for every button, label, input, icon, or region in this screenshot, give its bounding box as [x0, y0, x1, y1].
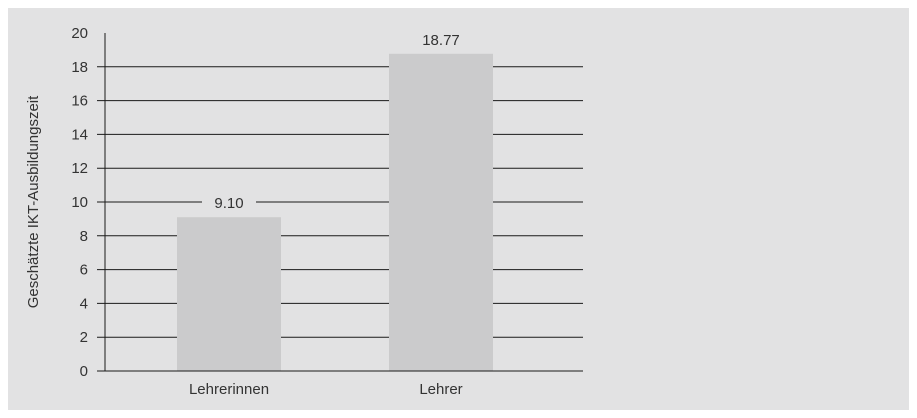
bars	[177, 53, 493, 372]
y-axis-title: Geschätzte IKT-Ausbildungszeit	[25, 95, 42, 308]
x-tick-label-lehrerinnen: Lehrerinnen	[189, 381, 269, 398]
y-tick-label-6: 6	[80, 262, 88, 279]
data-label-lehrerinnen: 9.10	[214, 195, 243, 212]
y-tick-label-8: 8	[80, 228, 88, 245]
axes: 0 2 4 6 8 10 12 14 16 18 20 Lehrerinnen Lehrer	[71, 25, 583, 398]
y-tick-label-20: 20	[71, 25, 88, 42]
data-labels: 9.10 18.77	[202, 28, 468, 213]
y-tick-label-16: 16	[71, 93, 88, 110]
y-tick-label-14: 14	[71, 126, 88, 143]
gridlines	[97, 66, 583, 338]
y-tick-label-2: 2	[80, 329, 88, 346]
y-tick-label-10: 10	[71, 194, 88, 211]
data-label-lehrer: 18.77	[422, 32, 460, 49]
bar-lehrer	[389, 53, 493, 372]
y-tick-label-0: 0	[80, 363, 88, 380]
data-label-bg-1	[414, 28, 468, 49]
y-tick-label-18: 18	[71, 59, 88, 76]
bar-lehrerinnen	[177, 217, 281, 371]
y-tick-label-12: 12	[71, 160, 88, 177]
y-tick-label-4: 4	[80, 295, 88, 312]
x-tick-label-lehrer: Lehrer	[419, 381, 462, 398]
data-label-bg-0	[202, 192, 256, 213]
